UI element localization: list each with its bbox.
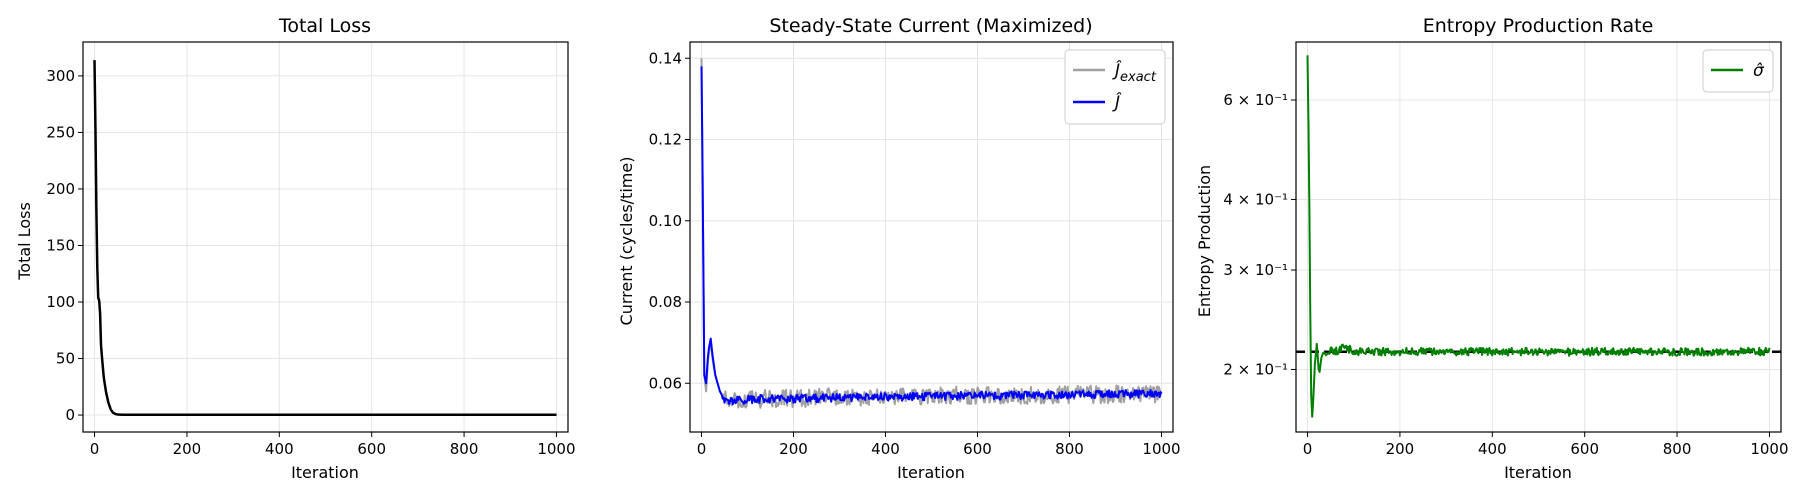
y-tick-label: 0 [65, 406, 75, 424]
x-tick-label: 400 [265, 440, 294, 458]
x-tick-label: 0 [1303, 440, 1313, 458]
y-tick-label: 6 × 10⁻¹ [1223, 91, 1288, 109]
x-tick-label: 0 [697, 440, 707, 458]
y-tick-label: 0.10 [649, 212, 682, 230]
panel-total-loss: Total Loss Iteration Total Loss 0 200 400 6… [15, 15, 576, 482]
y-tick-label: 100 [46, 293, 75, 311]
panel-entropy-production: Entropy Production Rate Iteration Entrop… [1195, 15, 1789, 482]
x-axis-label: Iteration [1504, 463, 1572, 482]
x-axis-label: Iteration [291, 463, 359, 482]
y-tick-label: 200 [46, 180, 75, 198]
y-axis-label: Current (cycles/time) [617, 157, 636, 326]
legend-label-subscript: exact [1120, 70, 1157, 85]
axes-frame [82, 41, 569, 433]
x-tick-label: 200 [1386, 440, 1415, 458]
x-axis-label: Iteration [897, 463, 965, 482]
legend-box [1064, 49, 1166, 125]
legend-label: Ĵ [1112, 92, 1122, 113]
legend-label: σ̂ [1753, 61, 1765, 81]
x-tick-label: 1000 [1142, 440, 1180, 458]
chart-title: Entropy Production Rate [1423, 15, 1654, 37]
x-tick-label: 1000 [1750, 440, 1788, 458]
y-tick-label: 300 [46, 67, 75, 85]
x-tick-label: 200 [779, 440, 808, 458]
y-tick-label: 250 [46, 123, 75, 141]
x-tick-label: 400 [871, 440, 900, 458]
y-tick-label: 0.14 [649, 49, 682, 67]
x-tick-label: 1000 [537, 440, 575, 458]
x-tick-label: 400 [1478, 440, 1507, 458]
x-tick-label: 600 [1570, 440, 1599, 458]
axes-frame [1295, 41, 1782, 433]
y-tick-label: 4 × 10⁻¹ [1223, 190, 1288, 208]
series-line [700, 66, 1163, 406]
axes-frame [689, 41, 1174, 433]
y-tick-label: 3 × 10⁻¹ [1223, 261, 1288, 279]
y-tick-label: 2 × 10⁻¹ [1223, 360, 1288, 378]
y-tick-label: 150 [46, 236, 75, 254]
y-axis-label: Entropy Production [1195, 165, 1214, 317]
x-tick-label: 800 [450, 440, 479, 458]
x-tick-label: 600 [963, 440, 992, 458]
chart-title: Steady-State Current (Maximized) [769, 15, 1092, 37]
x-tick-label: 800 [1055, 440, 1084, 458]
y-tick-label: 50 [56, 350, 75, 368]
y-tick-label: 0.12 [649, 131, 682, 149]
x-tick-label: 200 [173, 440, 202, 458]
x-tick-label: 0 [90, 440, 100, 458]
panel-steady-state-current: Steady-State Current (Maximized) Iterati… [617, 15, 1181, 482]
x-tick-label: 800 [1663, 440, 1692, 458]
y-tick-label: 0.08 [649, 293, 682, 311]
chart-title: Total Loss [278, 15, 371, 37]
legend: σ̂ [1702, 49, 1774, 93]
series-line [1306, 55, 1771, 418]
y-tick-label: 0.06 [649, 374, 682, 392]
x-tick-label: 600 [357, 440, 386, 458]
series-line [93, 60, 557, 416]
y-axis-label: Total Loss [15, 202, 34, 281]
